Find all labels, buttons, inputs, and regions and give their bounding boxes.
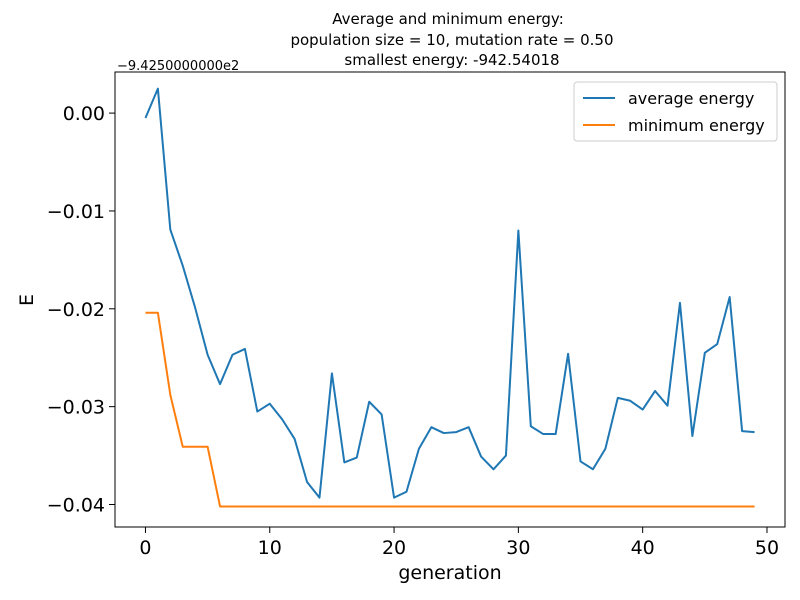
chart-title: Average and minimum energy: population s…: [290, 10, 613, 69]
y-tick-label: −0.02: [47, 299, 105, 321]
x-tick-label: 0: [139, 537, 151, 559]
x-tick-label: 50: [755, 537, 779, 559]
x-tick-label: 40: [631, 537, 655, 559]
y-axis-offset-label: −9.4250000000e2: [117, 59, 239, 74]
title-line-1: Average and minimum energy:: [332, 10, 564, 28]
series-line-minimum-energy: [145, 311, 755, 508]
y-tick-label: −0.01: [47, 201, 105, 223]
legend-box: [573, 81, 778, 142]
y-tick-label: 0.00: [63, 103, 105, 125]
y-axis-label: E: [16, 294, 38, 306]
x-tick-label: 10: [258, 537, 282, 559]
x-axis-label: generation: [398, 562, 501, 584]
y-tick-label: −0.03: [47, 397, 105, 419]
series-line-average-energy: [144, 87, 755, 499]
series-layer: [144, 87, 755, 508]
ticks-layer: 0 10 20 30 40 50 0.00 −0.01 −0.02 −0.03 −0.04: [47, 103, 779, 559]
x-tick-label: 30: [506, 537, 530, 559]
legend-label-average-energy: average energy: [628, 89, 754, 108]
x-tick-label: 20: [382, 537, 406, 559]
legend-label-minimum-energy: minimum energy: [628, 116, 765, 135]
title-line-3: smallest energy: -942.54018: [344, 51, 559, 69]
y-tick-label: −0.04: [47, 494, 105, 516]
plot-frame: [114, 71, 786, 528]
title-line-2: population size = 10, mutation rate = 0.…: [290, 31, 613, 49]
legend: average energy minimum energy: [573, 81, 778, 142]
